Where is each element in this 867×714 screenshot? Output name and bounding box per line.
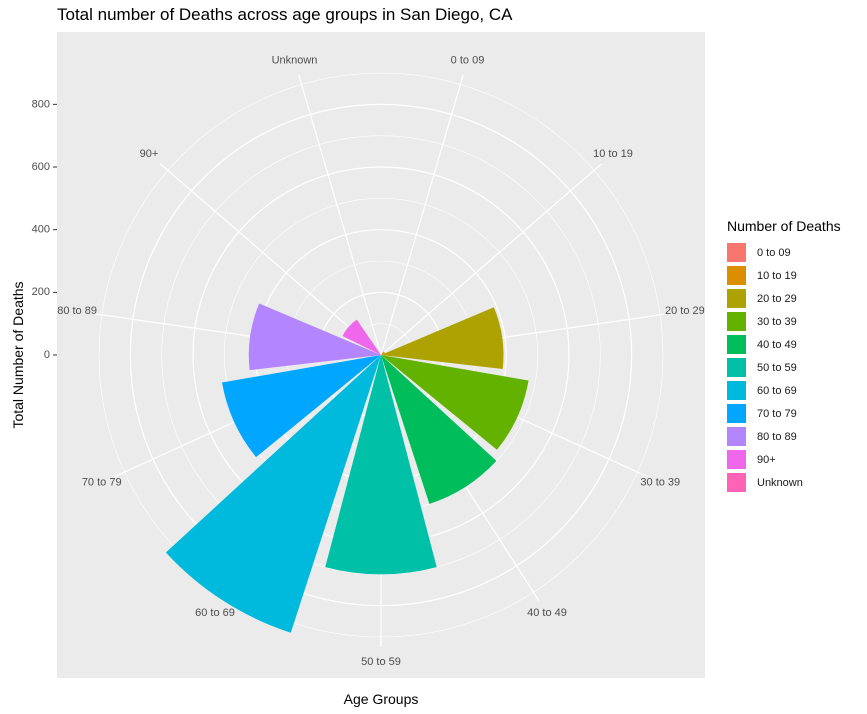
legend-item: 30 to 39 bbox=[727, 310, 841, 333]
labels-layer: 0 to 09 10 to 19 20 to 29 30 to 39 40 to 49 5… bbox=[57, 54, 705, 668]
legend-items: 0 to 09 10 to 19 20 to 29 30 to 39 40 to 49 5… bbox=[727, 241, 841, 494]
grid-spoke-9 bbox=[159, 163, 382, 356]
bar-60-to-69 bbox=[165, 355, 381, 633]
category-label: 50 to 59 bbox=[361, 656, 401, 668]
category-label: 60 to 69 bbox=[195, 607, 235, 619]
category-label: 70 to 79 bbox=[82, 476, 122, 488]
legend-label: 30 to 39 bbox=[757, 315, 797, 328]
legend-label: Unknown bbox=[757, 476, 803, 489]
legend-label: 10 to 19 bbox=[757, 269, 797, 282]
legend-key bbox=[727, 243, 746, 262]
bars-layer bbox=[165, 303, 529, 633]
legend: Number of Deaths 0 to 09 10 to 19 20 to 29… bbox=[727, 218, 841, 494]
chart-title: Total number of Deaths across age groups… bbox=[57, 5, 513, 24]
category-label: 30 to 39 bbox=[640, 476, 680, 488]
category-label: 90+ bbox=[140, 148, 159, 160]
legend-key bbox=[727, 381, 746, 400]
bar-10-to-19 bbox=[381, 351, 385, 355]
legend-item: 90+ bbox=[727, 448, 841, 471]
legend-title: Number of Deaths bbox=[727, 218, 841, 234]
legend-key bbox=[727, 404, 746, 423]
y-tick-label-2: 400 bbox=[32, 224, 50, 236]
legend-item: 60 to 69 bbox=[727, 379, 841, 402]
y-axis: 0 200 400 600 800 bbox=[32, 98, 57, 361]
bar-50-to-59 bbox=[325, 355, 437, 575]
legend-label: 80 to 89 bbox=[757, 430, 797, 443]
bar-80-to-89 bbox=[248, 303, 381, 371]
y-tick-label-0: 0 bbox=[44, 349, 50, 361]
category-label: 80 to 89 bbox=[57, 305, 97, 317]
legend-key bbox=[727, 358, 746, 377]
category-label: Unknown bbox=[272, 54, 318, 66]
legend-item: 10 to 19 bbox=[727, 264, 841, 287]
legend-label: 90+ bbox=[757, 453, 776, 466]
legend-key bbox=[727, 473, 746, 492]
category-label: 0 to 09 bbox=[451, 54, 485, 66]
legend-item: 50 to 59 bbox=[727, 356, 841, 379]
legend-key bbox=[727, 450, 746, 469]
legend-item: 20 to 29 bbox=[727, 287, 841, 310]
category-label: 20 to 29 bbox=[665, 305, 705, 317]
legend-item: 70 to 79 bbox=[727, 402, 841, 425]
legend-item: 80 to 89 bbox=[727, 425, 841, 448]
legend-item: 40 to 49 bbox=[727, 333, 841, 356]
legend-label: 50 to 59 bbox=[757, 361, 797, 374]
legend-key bbox=[727, 289, 746, 308]
legend-label: 40 to 49 bbox=[757, 338, 797, 351]
y-tick-label-1: 200 bbox=[32, 286, 50, 298]
legend-item: 0 to 09 bbox=[727, 241, 841, 264]
legend-key bbox=[727, 266, 746, 285]
grid-spoke-1 bbox=[380, 163, 603, 356]
grid-spoke-0 bbox=[380, 74, 464, 356]
legend-key bbox=[727, 427, 746, 446]
category-label: 10 to 19 bbox=[593, 148, 633, 160]
y-axis-title: Total Number of Deaths bbox=[10, 281, 26, 428]
bar-70-to-79 bbox=[222, 355, 381, 458]
legend-label: 20 to 29 bbox=[757, 292, 797, 305]
legend-key bbox=[727, 335, 746, 354]
grid-spoke-10 bbox=[298, 74, 382, 356]
y-tick-label-4: 800 bbox=[32, 98, 50, 110]
legend-label: 0 to 09 bbox=[757, 246, 791, 259]
y-tick-label-3: 600 bbox=[32, 161, 50, 173]
legend-item: Unknown bbox=[727, 471, 841, 494]
bar-90- bbox=[342, 319, 381, 355]
legend-label: 70 to 79 bbox=[757, 407, 797, 420]
bar-30-to-39 bbox=[381, 355, 529, 450]
legend-label: 60 to 69 bbox=[757, 384, 797, 397]
category-label: 40 to 49 bbox=[527, 607, 567, 619]
bar-40-to-49 bbox=[381, 355, 497, 504]
legend-key bbox=[727, 312, 746, 331]
x-axis-title: Age Groups bbox=[344, 691, 419, 707]
bar-20-to-29 bbox=[381, 307, 504, 369]
